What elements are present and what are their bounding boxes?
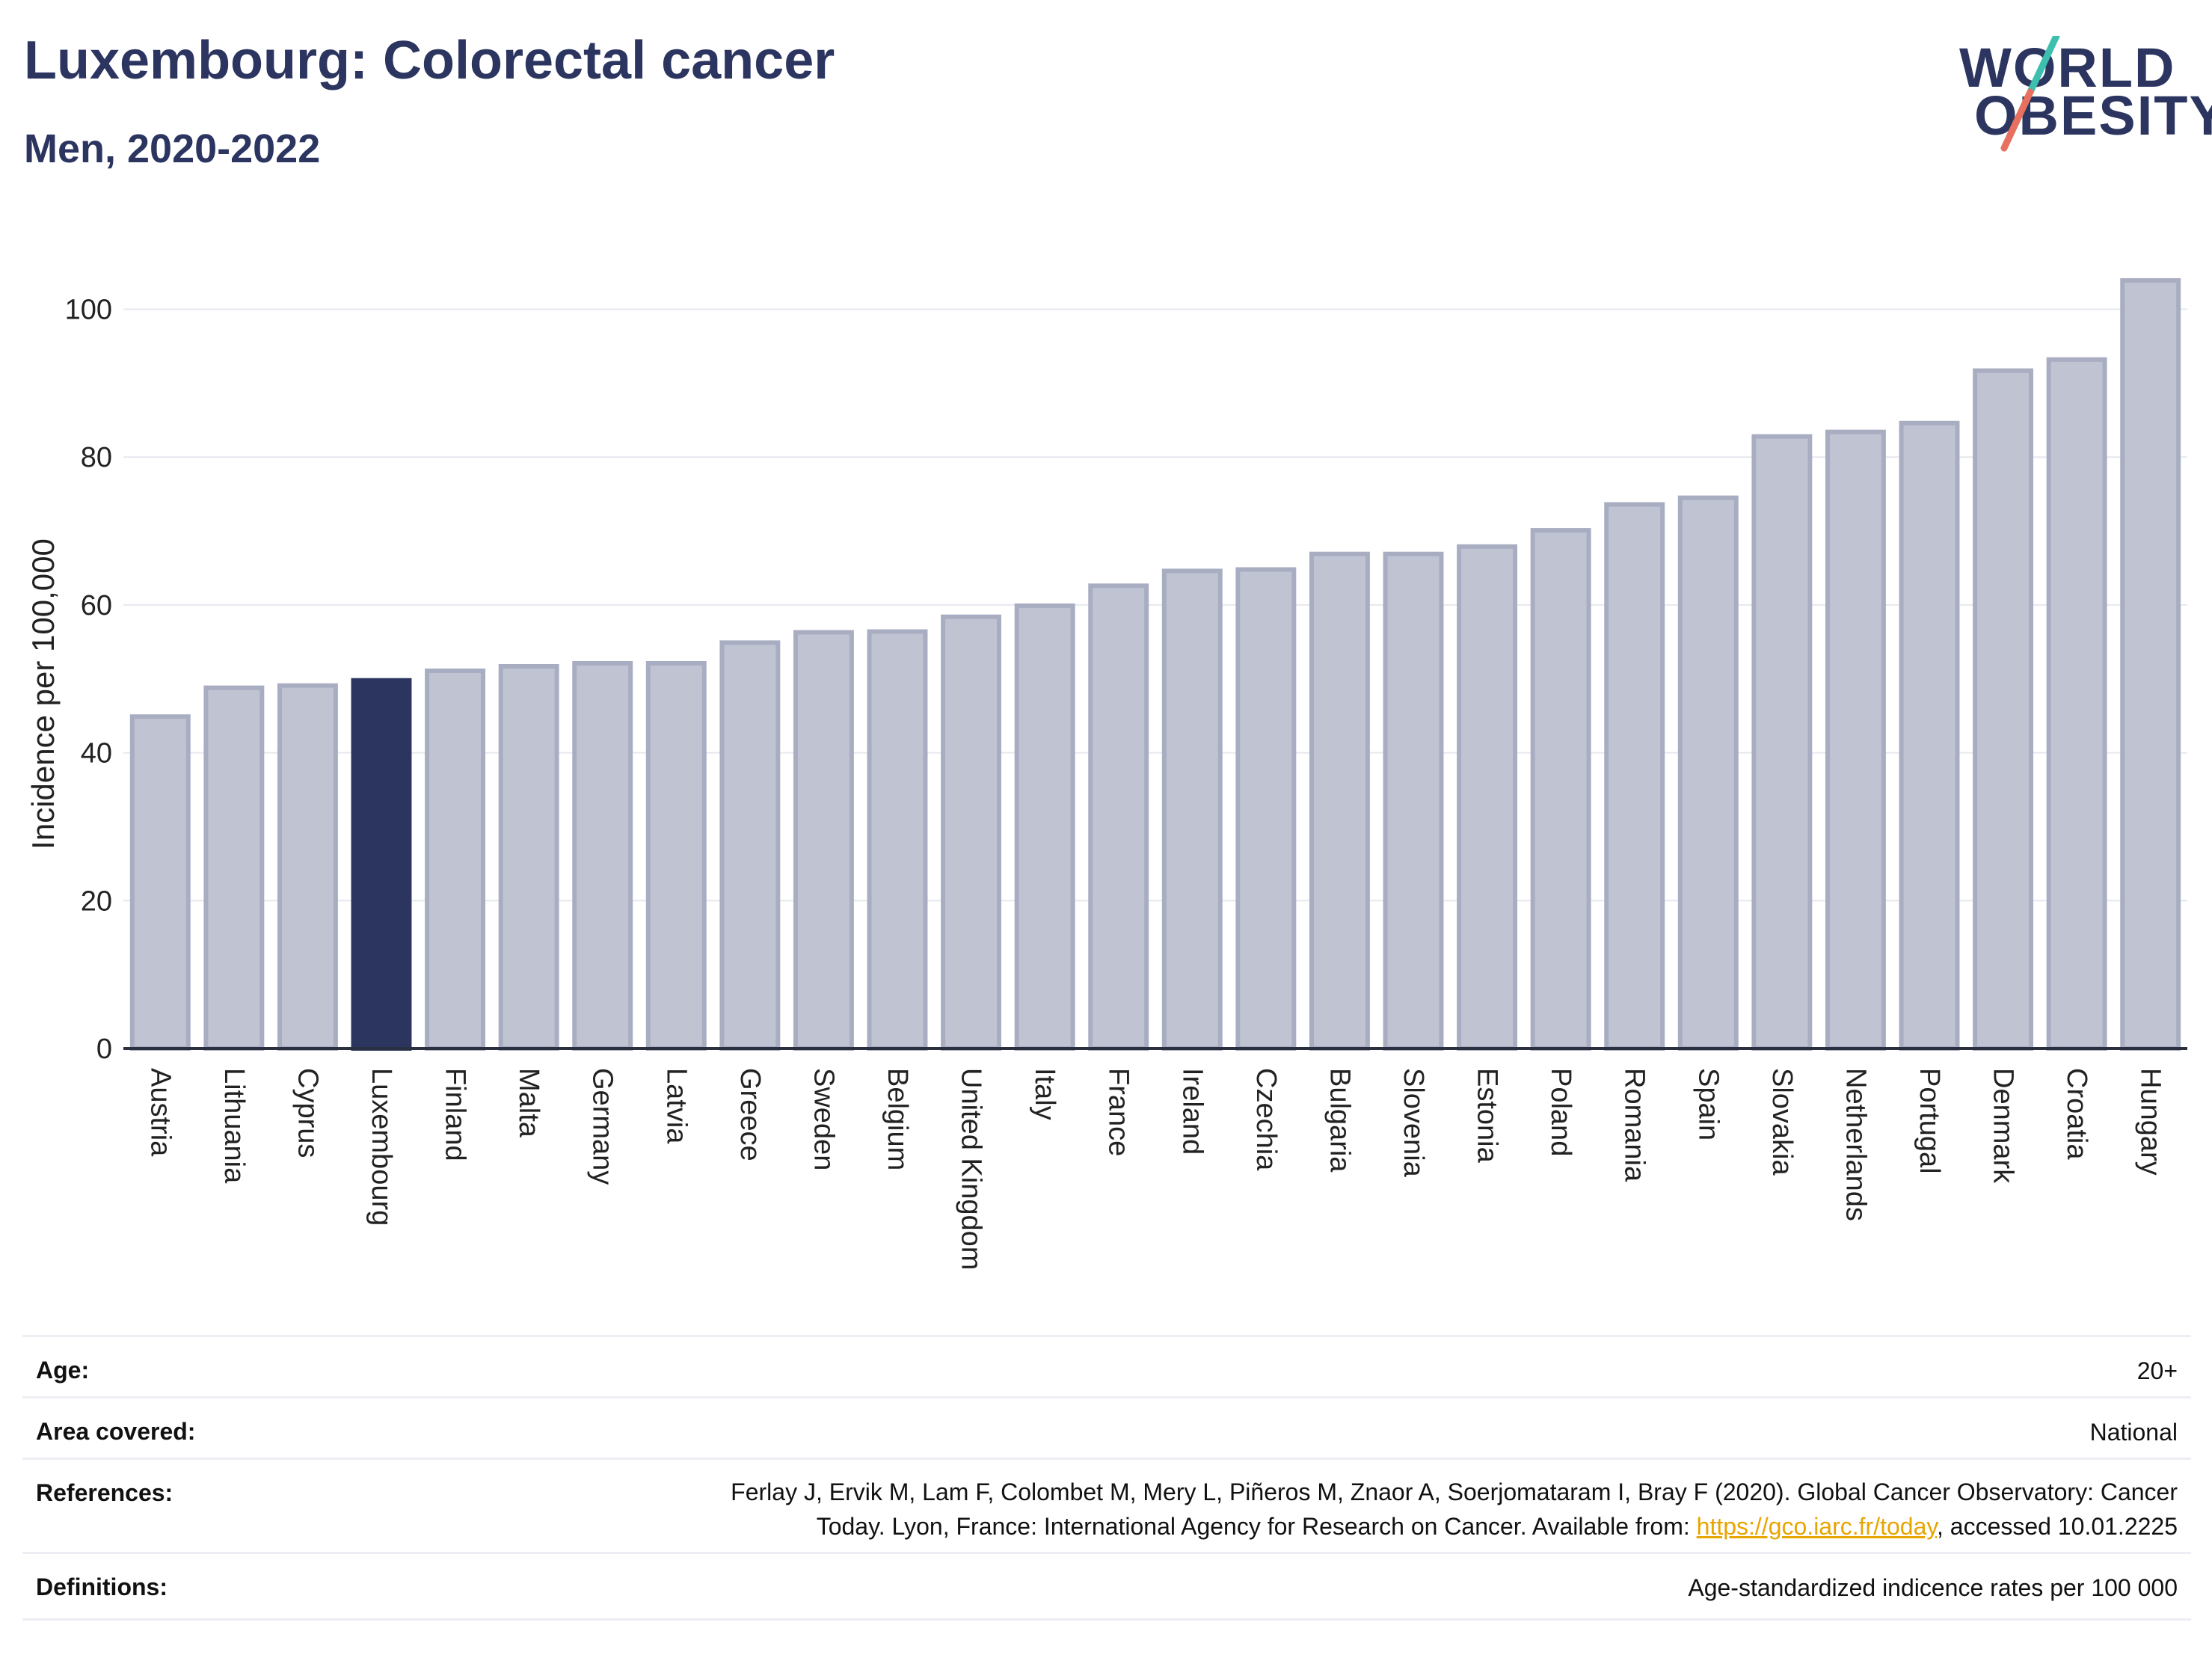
y-tick-label: 40 (81, 738, 112, 770)
detail-row-age: Age: 20+ (22, 1335, 2191, 1398)
y-tick-label: 100 (65, 295, 112, 326)
bar (203, 685, 265, 1051)
detail-row-references: References: Ferlay J, Ervik M, Lam F, Co… (22, 1458, 2191, 1554)
y-axis-label: Incidence per 100,000 (25, 538, 61, 850)
x-tick-label: Bulgaria (1324, 1068, 1355, 1173)
bar (2046, 357, 2107, 1051)
bar (1604, 502, 1665, 1051)
bar (1973, 368, 2034, 1051)
bar (1235, 567, 1297, 1051)
bar (1309, 551, 1370, 1051)
x-tick-label: Portugal (1914, 1068, 1945, 1174)
x-tick-label: Italy (1029, 1068, 1060, 1120)
x-tick-label: Ireland (1176, 1068, 1208, 1155)
age-label: Age: (36, 1357, 90, 1384)
bar (277, 683, 338, 1051)
x-tick-label: Poland (1545, 1068, 1576, 1156)
bar (1825, 429, 1886, 1051)
bar (941, 614, 1002, 1051)
bar (2120, 277, 2181, 1051)
logo-slash-icon (2000, 36, 2060, 152)
x-tick-label: Finland (440, 1068, 471, 1161)
chart-title: Luxembourg: Colorectal cancer (24, 31, 835, 90)
x-tick-label: Estonia (1472, 1068, 1503, 1164)
x-tick-label: Belgium (882, 1068, 913, 1170)
detail-row-definitions: Definitions: Age-standardized indicence … (22, 1552, 2191, 1621)
bar (1899, 420, 1960, 1051)
x-tick-label: Slovenia (1398, 1068, 1429, 1178)
bar (645, 661, 707, 1051)
y-tick-label: 0 (96, 1034, 112, 1065)
x-tick-label: Hungary (2135, 1068, 2166, 1176)
x-tick-label: Luxembourg (366, 1068, 397, 1226)
bar (1383, 551, 1444, 1051)
x-tick-label: Denmark (1988, 1068, 2019, 1184)
detail-row-area: Area covered: National (22, 1396, 2191, 1460)
x-tick-label: Czechia (1250, 1068, 1282, 1171)
logo-text-world: WORLD (1959, 37, 2176, 99)
references-line-2: Today. Lyon, France: International Agenc… (731, 1509, 2178, 1544)
bar (129, 714, 191, 1051)
bar-highlight (351, 678, 412, 1051)
references-line-1: Ferlay J, Ervik M, Lam F, Colombet M, Me… (731, 1479, 2178, 1505)
x-tick-label: Slovakia (1766, 1068, 1798, 1176)
bar (425, 668, 486, 1051)
y-tick-label: 80 (81, 442, 112, 473)
bar (1088, 583, 1149, 1051)
x-tick-label: Greece (734, 1068, 766, 1161)
world-obesity-logo: WORLD OBESITY (1952, 36, 2212, 159)
chart-subtitle: Men, 2020-2022 (24, 126, 321, 171)
bar (1161, 568, 1223, 1051)
x-tick-label: Netherlands (1840, 1068, 1871, 1221)
x-tick-label: Cyprus (292, 1068, 323, 1158)
bar (867, 629, 928, 1051)
logo-text-obesity: OBESITY (1974, 85, 2212, 147)
bar (498, 663, 559, 1051)
y-tick-label: 20 (81, 885, 112, 917)
bar (1530, 528, 1591, 1051)
references-label: References: (36, 1479, 173, 1506)
x-tick-label: Croatia (2061, 1068, 2092, 1160)
references-line-2-text: Today. Lyon, France: International Agenc… (816, 1513, 1697, 1540)
bar (1677, 495, 1739, 1051)
bar (793, 630, 854, 1051)
definitions-value: Age-standardized indicence rates per 100… (1688, 1574, 2178, 1601)
x-tick-label: Austria (144, 1068, 176, 1157)
bar (1457, 544, 1518, 1051)
references-value: Ferlay J, Ervik M, Lam F, Colombet M, Me… (731, 1475, 2178, 1544)
x-tick-label: Malta (513, 1068, 544, 1138)
x-tick-label: United Kingdom (956, 1068, 987, 1270)
references-link[interactable]: https://gco.iarc.fr/today (1696, 1513, 1937, 1540)
bar (572, 661, 633, 1051)
y-tick-label: 60 (81, 590, 112, 621)
bar (719, 640, 781, 1051)
bar-chart: 0 20 40 60 80 100 Incidence per 100,000 Austria… (25, 277, 2187, 1270)
x-tick-label: Spain (1692, 1068, 1724, 1140)
age-value: 20+ (2136, 1357, 2178, 1384)
references-line-2-suffix: , accessed 10.01.2225 (1936, 1513, 2178, 1540)
x-tick-label: France (1103, 1068, 1134, 1156)
bar (1014, 603, 1075, 1051)
area-label: Area covered: (36, 1418, 196, 1445)
x-tick-label: Romania (1619, 1068, 1650, 1182)
x-tick-label: Sweden (808, 1068, 839, 1170)
bar (1751, 434, 1813, 1051)
x-tick-label: Germany (587, 1068, 618, 1185)
x-tick-label: Lithuania (218, 1068, 250, 1184)
area-value: National (2089, 1419, 2178, 1446)
definitions-label: Definitions: (36, 1573, 168, 1600)
x-tick-label: Latvia (660, 1068, 692, 1144)
